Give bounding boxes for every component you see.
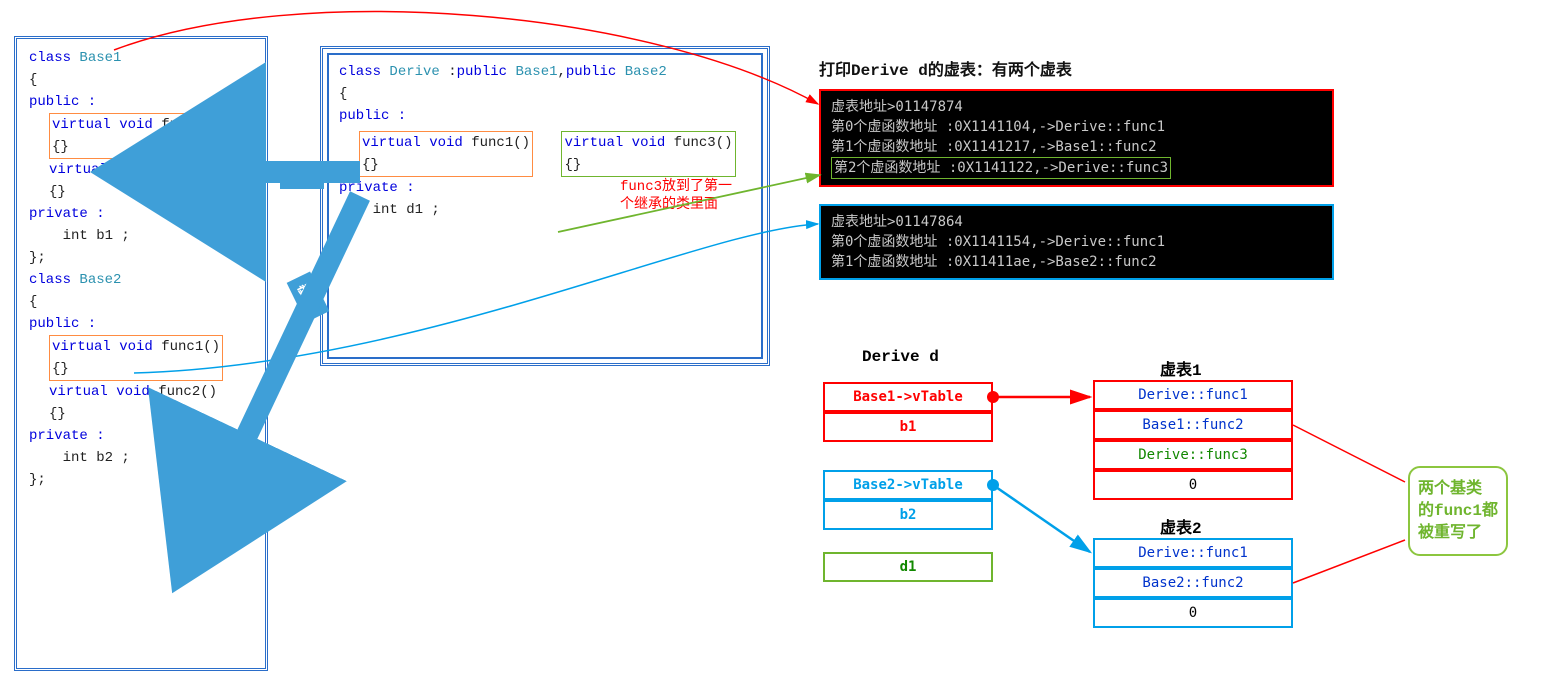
brace: { <box>29 69 253 91</box>
term1-line1: 第0个虚函数地址 :0X1141104,->Derive::func1 <box>831 117 1322 137</box>
vt1-r1: Base1::func2 <box>1093 410 1293 440</box>
callout-override: 两个基类 的func1都 被重写了 <box>1408 466 1508 556</box>
term1-line3: 第2个虚函数地址 :0X1141122,->Derive::func3 <box>831 157 1171 179</box>
term2-addr: 虚表地址>01147864 <box>831 212 1322 232</box>
term2-line2: 第1个虚函数地址 :0X11411ae,->Base2::func2 <box>831 252 1322 272</box>
terminal-2: 虚表地址>01147864 第0个虚函数地址 :0X1141154,->Deri… <box>819 204 1334 280</box>
term1-addr: 虚表地址>01147874 <box>831 97 1322 117</box>
override-label-1: 覆盖 <box>280 163 324 189</box>
term2-line1: 第0个虚函数地址 :0X1141154,->Derive::func1 <box>831 232 1322 252</box>
vt2-r1: Base2::func2 <box>1093 568 1293 598</box>
member-b1: int b1 ; <box>29 225 253 247</box>
terminal-1: 虚表地址>01147874 第0个虚函数地址 :0X1141104,->Deri… <box>819 89 1334 187</box>
vt1-r0: Derive::func1 <box>1093 380 1293 410</box>
vt2-title: 虚表2 <box>1160 514 1202 538</box>
derive-func1-box: virtual void func1() {} <box>359 131 533 177</box>
terminal-title: 打印Derive d的虚表：有两个虚表 <box>819 56 1072 80</box>
base1-name: Base1 <box>79 50 121 66</box>
public-kw: public : <box>29 94 96 110</box>
derive-func3-box: virtual void func3() {} <box>561 131 735 177</box>
obj-base2-vtable: Base2->vTable <box>823 470 993 500</box>
base1-func1-box: virtual void func1() {} <box>49 113 223 159</box>
derive-d-title: Derive d <box>862 348 939 366</box>
member-b2: int b2 ; <box>29 447 253 469</box>
base2-func1-box: virtual void func1() {} <box>49 335 223 381</box>
note-func3: func3放到了第一 个继承的类里面 <box>620 178 732 214</box>
code-box-base: class Base1 { public : virtual void func… <box>14 36 268 671</box>
vt2-r0: Derive::func1 <box>1093 538 1293 568</box>
obj-d1: d1 <box>823 552 993 582</box>
obj-b1: b1 <box>823 412 993 442</box>
vt2-r2: 0 <box>1093 598 1293 628</box>
vt1-r3: 0 <box>1093 470 1293 500</box>
obj-b2: b2 <box>823 500 993 530</box>
vt1-title: 虚表1 <box>1160 356 1202 380</box>
private-kw: private : <box>29 206 105 222</box>
obj-base1-vtable: Base1->vTable <box>823 382 993 412</box>
vt1-r2: Derive::func3 <box>1093 440 1293 470</box>
base2-name: Base2 <box>79 272 121 288</box>
term1-line2: 第1个虚函数地址 :0X1141217,->Base1::func2 <box>831 137 1322 157</box>
